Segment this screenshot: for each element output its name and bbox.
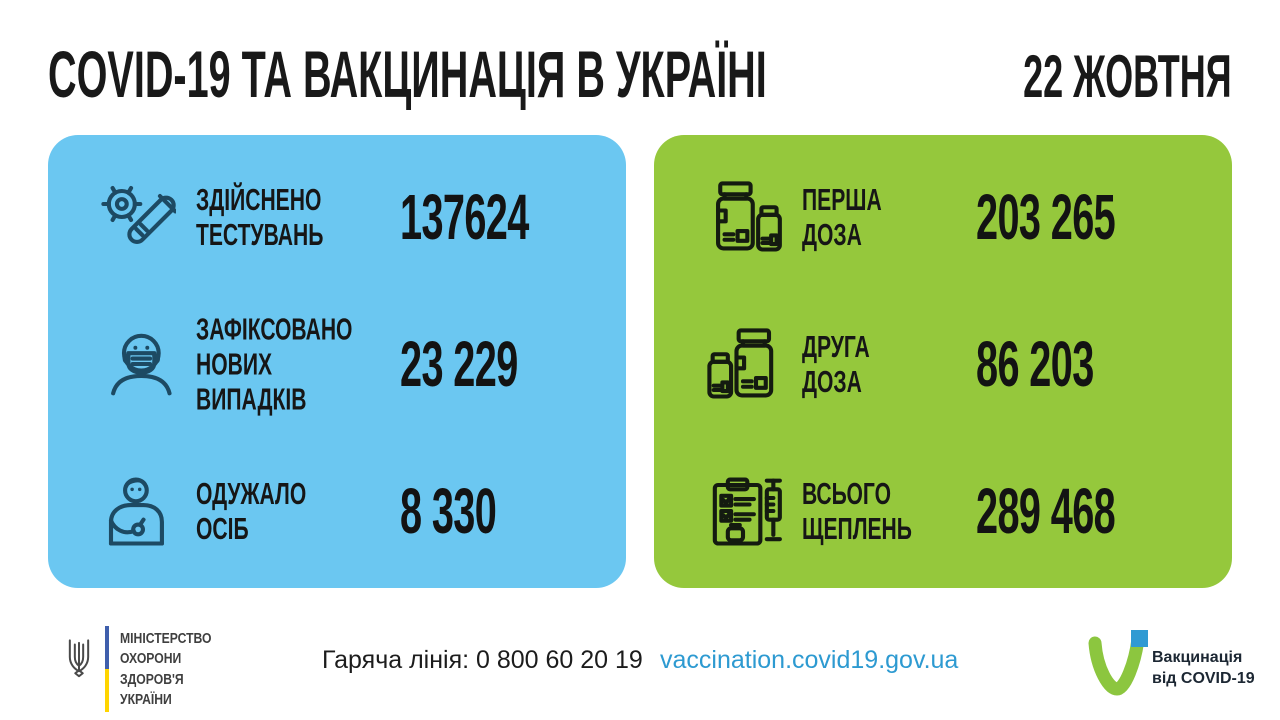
hotline-text: Гаряча лінія: 0 800 60 20 19: [322, 646, 643, 674]
page-title: COVID-19 ТА ВАКЦИНАЦІЯ В УКРАЇНІ: [48, 37, 767, 111]
stat-label: ЗДІЙСНЕНО ТЕСТУВАНЬ: [196, 181, 324, 252]
stat-row-tests: ЗДІЙСНЕНО ТЕСТУВАНЬ 137624: [48, 143, 626, 290]
vaccination-logo-text: Вакцинація від COVID-19: [1152, 649, 1255, 688]
stat-label: ПЕРША ДОЗА: [802, 181, 882, 252]
stat-label: ДРУГА ДОЗА: [802, 328, 870, 399]
stat-row-new-cases: ЗАФІКСОВАНО НОВИХ ВИПАДКІВ 23 229: [48, 290, 626, 437]
new-cases-icon: [111, 333, 172, 395]
vaccination-card: ПЕРША ДОЗА 203 265 ДРУГА ДОЗА 86 203: [654, 135, 1232, 588]
website-link[interactable]: vaccination.covid19.gov.ua: [660, 646, 959, 674]
stat-label: ЗАФІКСОВАНО НОВИХ ВИПАДКІВ: [196, 310, 353, 417]
trident-icon: [68, 639, 90, 678]
stat-label: ОДУЖАЛО ОСІБ: [196, 475, 307, 546]
first-dose-icon: [716, 180, 782, 252]
stat-row-second-dose: ДРУГА ДОЗА 86 203: [654, 290, 1232, 437]
stat-value: 8 330: [400, 474, 497, 547]
stat-value: 86 203: [976, 327, 1094, 400]
stat-value: 289 468: [976, 474, 1116, 547]
ministry-name: МІНІСТЕРСТВО ОХОРОНИ ЗДОРОВ'Я УКРАЇНИ: [120, 631, 212, 708]
stat-label: ВСЬОГО ЩЕПЛЕНЬ: [802, 475, 912, 546]
stat-row-total-vaccinations: ВСЬОГО ЩЕПЛЕНЬ 289 468: [654, 437, 1232, 584]
stat-value: 203 265: [976, 180, 1116, 253]
stat-row-first-dose: ПЕРША ДОЗА 203 265: [654, 143, 1232, 290]
ministry-logo: МІНІСТЕРСТВО ОХОРОНИ ЗДОРОВ'Я УКРАЇНИ: [64, 626, 229, 712]
recovered-icon: [108, 477, 164, 546]
testing-icon: [101, 185, 176, 244]
stat-row-recovered: ОДУЖАЛО ОСІБ 8 330: [48, 437, 626, 584]
report-date: 22 ЖОВТНЯ: [1023, 43, 1232, 110]
stat-value: 23 229: [400, 327, 518, 400]
covid-stats-card: ЗДІЙСНЕНО ТЕСТУВАНЬ 137624 ЗАФІКСОВАНО Н…: [48, 135, 626, 588]
total-vaccinations-icon: [712, 477, 782, 546]
second-dose-icon: [707, 327, 774, 399]
vaccination-logo-icon: [1088, 630, 1148, 696]
stat-value: 137624: [400, 180, 529, 253]
flag-divider: [105, 626, 109, 712]
